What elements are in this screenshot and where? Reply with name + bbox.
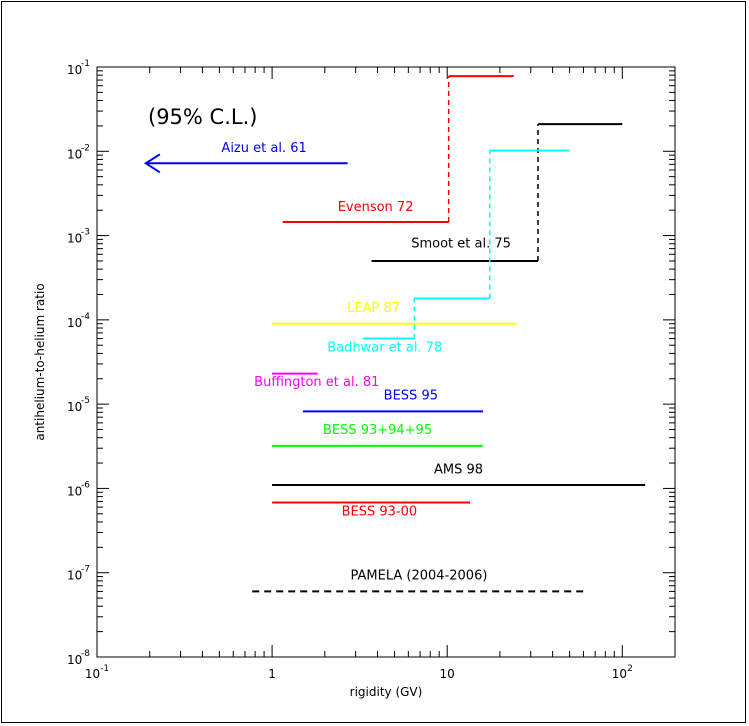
y-tick-label-base: 10: [67, 63, 82, 77]
confidence-level-annotation: (95% C.L.): [148, 105, 257, 129]
y-tick-label-base: 10: [67, 653, 82, 667]
y-tick-label-base: 10: [67, 232, 82, 246]
y-tick-label-exp: -1: [81, 59, 90, 69]
x-axis-label: rigidity (GV): [350, 685, 423, 699]
buffington-et-al-81-label: Buffington et al. 81: [254, 375, 379, 390]
y-tick-label-exp: -6: [81, 480, 90, 490]
aizu-et-al-61-label: Aizu et al. 61: [221, 141, 306, 156]
ams-98-label: AMS 98: [434, 463, 483, 478]
badhwar-et-al-78-label: Badhwar et al. 78: [327, 341, 442, 356]
chart-labels: Aizu et al. 61 Evenson 72 Smoot et al. 75 B…: [221, 141, 510, 584]
axis-ticks: 10-1 1 10 10210-810-710-610-510-410-310-210…: [67, 59, 676, 681]
chart-series: [143, 75, 646, 593]
bess-95-label: BESS 95: [384, 388, 438, 403]
y-tick-label-base: 10: [67, 147, 82, 161]
y-tick-label-base: 10: [67, 569, 82, 583]
x-tick-label: 1: [268, 667, 276, 681]
evenson-72-label: Evenson 72: [338, 200, 414, 215]
plot-area: [96, 66, 676, 658]
y-tick-label-exp: -8: [81, 649, 90, 659]
y-tick-label-exp: -7: [81, 565, 90, 575]
y-tick-label-exp: -4: [81, 312, 90, 322]
x-tick-label: 10-1: [85, 664, 109, 681]
x-tick-label: 102: [612, 664, 633, 681]
y-tick-label-exp: -2: [81, 143, 90, 153]
y-axis-label: antihelium-to-helium ratio: [33, 283, 47, 440]
y-tick-label-base: 10: [67, 316, 82, 330]
y-tick-label-base: 10: [67, 400, 82, 414]
pamela-2004-2006-label: PAMELA (2004-2006): [351, 569, 488, 584]
smoot-et-al-75-label: Smoot et al. 75: [411, 237, 511, 252]
leap-87-label: LEAP 87: [347, 301, 400, 316]
x-tick-label: 10: [440, 667, 455, 681]
y-tick-label-base: 10: [67, 484, 82, 498]
bess-93-94-95-label: BESS 93+94+95: [323, 423, 432, 438]
bess-93-00-label: BESS 93-00: [342, 504, 418, 519]
aizu-et-al-61-arrowhead: [143, 153, 161, 174]
y-tick-label-exp: -5: [81, 396, 90, 406]
y-tick-label-exp: -3: [81, 228, 90, 238]
